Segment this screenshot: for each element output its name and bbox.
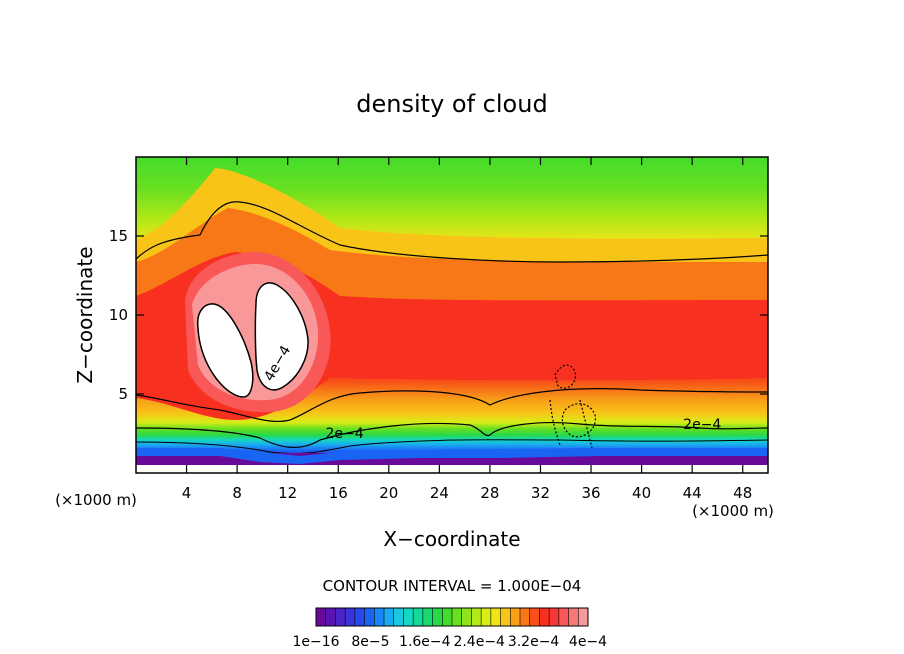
x-tick-label: 20 <box>379 484 398 502</box>
colorbar-swatch <box>364 608 375 626</box>
colorbar-swatch <box>335 608 346 626</box>
colorbar-swatch <box>354 608 365 626</box>
contour-line-2e-4 <box>136 422 768 448</box>
x-tick-label: 40 <box>632 484 651 502</box>
x-unit-left: (×1000 m) <box>55 491 137 509</box>
colorbar-swatch <box>442 608 453 626</box>
x-tick-label: 16 <box>329 484 348 502</box>
colorbar-swatch <box>490 608 501 626</box>
colorbar-swatch <box>345 608 356 626</box>
colorbar-swatch <box>452 608 463 626</box>
colorbar-swatch <box>549 608 560 626</box>
colorbar-label: 8e−5 <box>351 634 389 650</box>
x-tick-label: 28 <box>480 484 499 502</box>
colorbar-labels: 1e−16 8e−5 1.6e−4 2.4e−4 3.2e−4 4e−4 <box>292 634 607 650</box>
colorbar-swatch <box>316 608 327 626</box>
x-tick-label: 24 <box>430 484 449 502</box>
contour-line-upper <box>136 201 768 263</box>
contour-line-2e-4-upper <box>136 388 768 423</box>
colorbar-swatch <box>500 608 511 626</box>
white-floor <box>136 465 768 473</box>
x-tick-label: 12 <box>278 484 297 502</box>
x-tick-label: 36 <box>581 484 600 502</box>
colorbar-swatch <box>432 608 443 626</box>
colorbar-swatch <box>578 608 589 626</box>
x-unit-right: (×1000 m) <box>692 502 774 520</box>
x-tick-label: 8 <box>232 484 242 502</box>
colorbar-label: 3.2e−4 <box>508 634 560 650</box>
y-tick-label: 5 <box>118 385 128 403</box>
colorbar-swatch <box>403 608 414 626</box>
x-axis-label: X−coordinate <box>383 527 520 551</box>
x-tick-label: 44 <box>683 484 702 502</box>
y-tick-label: 10 <box>109 306 128 324</box>
contour-label: 2e−4 <box>325 426 363 442</box>
colorbar-swatch <box>471 608 482 626</box>
dotted-disturbance <box>549 364 597 449</box>
colorbar-swatch <box>374 608 385 626</box>
x-tick-label: 4 <box>182 484 192 502</box>
colorbar-swatch <box>384 608 395 626</box>
peak-bubble-right[interactable] <box>254 282 309 391</box>
colorbar-swatch <box>413 608 424 626</box>
colorbar-swatch <box>461 608 472 626</box>
colorbar-swatch <box>558 608 569 626</box>
contour-label: 2e−4 <box>683 417 721 433</box>
colorbar-swatch <box>539 608 550 626</box>
contour-interval-note: CONTOUR INTERVAL = 1.000E−04 <box>323 577 582 595</box>
colorbar-swatch <box>510 608 521 626</box>
colorbar-label: 1.6e−4 <box>399 634 451 650</box>
y-axis: 5 10 15 <box>109 227 768 403</box>
colorbar-swatch <box>422 608 433 626</box>
peak-bubble-left[interactable] <box>196 303 254 398</box>
contour-line-lower <box>136 439 768 455</box>
y-axis-label: Z−coordinate <box>73 246 97 383</box>
chart-title: density of cloud <box>356 90 547 118</box>
plot-area <box>136 157 768 473</box>
colorbar-swatch <box>481 608 492 626</box>
ground-band-blue <box>136 448 768 464</box>
colorbar-swatch <box>520 608 531 626</box>
colorbar-swatch <box>529 608 540 626</box>
x-tick-label: 32 <box>531 484 550 502</box>
x-axis: 4 8 12 16 20 24 28 32 36 40 44 48 <box>182 157 752 502</box>
colorbar-swatch <box>568 608 579 626</box>
colorbar-swatch <box>393 608 404 626</box>
colorbar-label: 4e−4 <box>569 634 607 650</box>
colorbar-swatch <box>325 608 336 626</box>
y-tick-label: 15 <box>109 227 128 245</box>
colorbar <box>315 607 589 627</box>
colorbar-label: 1e−16 <box>292 634 339 650</box>
colorbar-label: 2.4e−4 <box>453 634 505 650</box>
x-tick-label: 48 <box>733 484 752 502</box>
